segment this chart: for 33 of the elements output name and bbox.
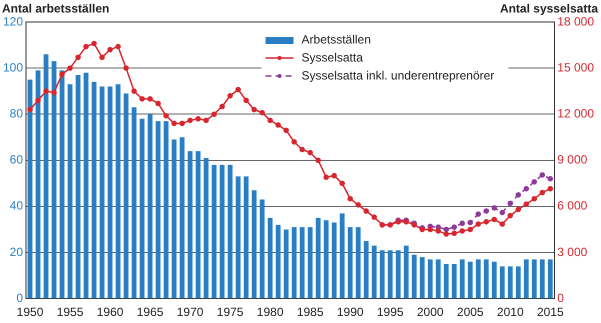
legend-label: Arbetsställen — [302, 32, 371, 46]
legend-label: Sysselsatta inkl. underentreprenörer — [302, 68, 494, 82]
y2-tick-label: 3 000 — [557, 244, 588, 259]
y2-tick-label: 15 000 — [557, 60, 594, 74]
x-tick-label: 1970 — [176, 305, 204, 320]
y-tick-label: 100 — [2, 60, 24, 74]
x-tick-label: 1990 — [336, 305, 364, 320]
y2-tick-label: 0 — [557, 290, 564, 305]
y2-tick-label: 18 000 — [557, 14, 594, 28]
y-tick-label: 0 — [16, 290, 24, 305]
x-tick-label: 1960 — [96, 305, 124, 320]
y-tick-label: 80 — [10, 106, 24, 121]
x-tick-label: 2000 — [416, 305, 444, 320]
x-tick-label: 1975 — [216, 305, 244, 320]
x-tick-label: 2005 — [456, 305, 484, 320]
y2-tick-label: 12 000 — [557, 106, 594, 121]
legend-label: Sysselsatta — [302, 50, 364, 64]
x-tick-label: 2015 — [536, 305, 564, 320]
x-tick-label: 1965 — [136, 305, 164, 320]
x-tick-label: 1985 — [296, 305, 324, 320]
x-tick-label: 1955 — [56, 305, 84, 320]
x-tick-label: 1950 — [16, 305, 44, 320]
y-tick-label: 120 — [2, 14, 24, 28]
y-axis-title: Antal arbetsställen — [2, 1, 110, 16]
y2-tick-label: 6 000 — [557, 198, 588, 213]
y-tick-label: 20 — [10, 244, 24, 259]
x-tick-label: 1995 — [376, 305, 404, 320]
y-tick-label: 40 — [10, 198, 24, 213]
y2-tick-label: 9 000 — [557, 152, 588, 167]
x-tick-label: 2010 — [496, 305, 524, 320]
y2-axis-title: Antal sysselsatta — [500, 1, 598, 16]
y-tick-label: 60 — [10, 152, 24, 167]
x-tick-label: 1980 — [256, 305, 284, 320]
